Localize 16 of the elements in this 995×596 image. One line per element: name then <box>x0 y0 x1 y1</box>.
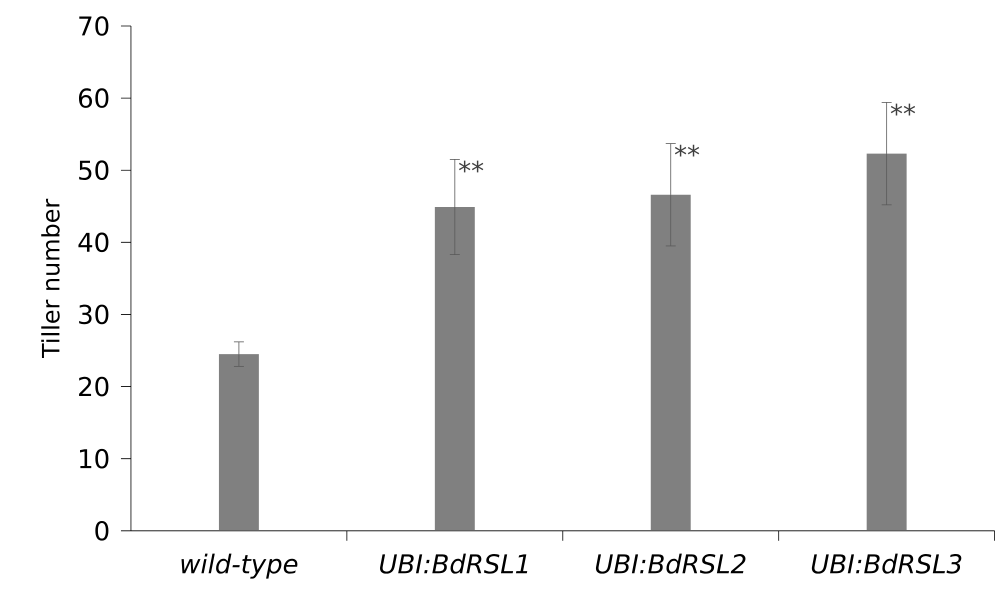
x-tick-label: UBI:BdRSL1 <box>380 554 528 574</box>
y-tick-label: 20 <box>79 376 108 396</box>
annotation: ** <box>674 144 700 157</box>
x-tick-label: UBI:BdRSL2 <box>596 554 746 574</box>
y-tick-label: 60 <box>78 88 108 108</box>
x-tick-label: UBI:BdRSL3 <box>812 554 962 574</box>
y-axis-title: Tiller number <box>41 198 60 358</box>
annotation: ** <box>458 160 484 173</box>
y-tick-label: 0 <box>95 521 108 541</box>
y-tick-label: 10 <box>80 448 108 469</box>
y-tick-label: 50 <box>79 160 108 180</box>
y-tick-label: 40 <box>78 232 108 252</box>
annotation: ** <box>890 104 916 116</box>
x-tick-label: wild-type <box>182 554 298 579</box>
y-tick-label: 70 <box>79 16 108 36</box>
y-tick-label: 30 <box>79 304 108 324</box>
